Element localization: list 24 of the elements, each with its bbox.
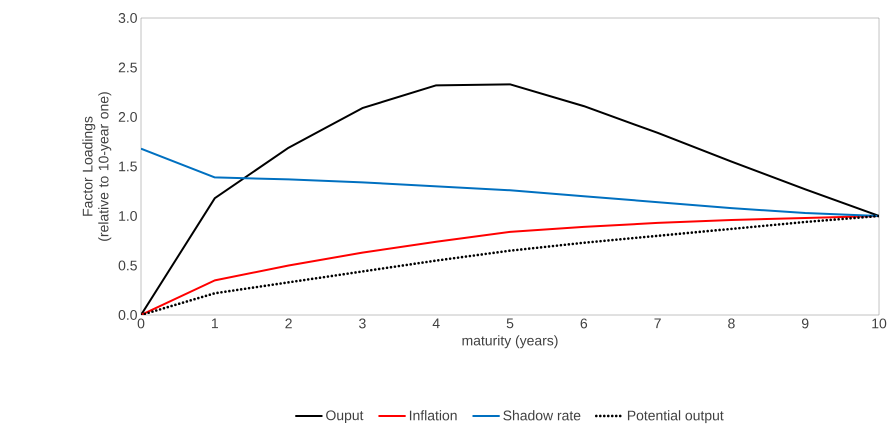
x-tick-label: 4 — [432, 318, 440, 328]
x-tick-label: 0 — [138, 318, 144, 328]
y-tick-label: 2.5 — [118, 62, 137, 72]
y-tick-label: 0.0 — [118, 310, 137, 320]
y-tick-label: 3.0 — [118, 13, 137, 23]
x-tick-label: 6 — [580, 318, 588, 328]
legend-label: Potential output — [628, 410, 724, 424]
x-tick-label: 3 — [359, 318, 366, 328]
legend-label: Inflation — [410, 410, 457, 420]
legend-label: Ouput — [326, 410, 364, 423]
y-tick-label: 2.0 — [118, 112, 137, 122]
y-tick-label: 0.5 — [118, 260, 137, 270]
legend-label: Shadow rate — [503, 410, 580, 420]
x-tick-label: 5 — [506, 318, 514, 328]
x-tick-label: 8 — [728, 318, 735, 328]
y-tick-label: 1.0 — [119, 211, 137, 221]
x-tick-label: 7 — [654, 318, 661, 328]
x-tick-label: 9 — [802, 318, 808, 328]
y-axis-title: Factor Loadings (relative to 10-year one) — [82, 92, 112, 241]
x-tick-label: 1 — [212, 318, 218, 328]
x-tick-label: 2 — [285, 318, 292, 328]
x-tick-label: 10 — [872, 318, 886, 328]
y-tick-label: 1.5 — [119, 162, 137, 172]
x-axis-title: maturity (years) — [462, 335, 558, 348]
